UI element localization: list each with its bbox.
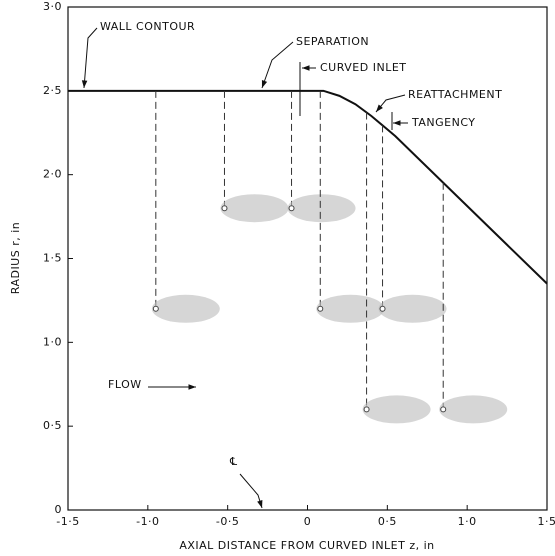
x-tick-label: 0·5 [378,515,397,528]
flow-pattern [316,294,385,323]
arrowhead [261,80,268,88]
y-tick-label: 0 [55,503,63,516]
flow-pattern [362,395,431,424]
arrowhead [393,120,401,126]
probe-point [152,305,159,312]
y-tick-label: 2·5 [43,84,62,97]
arrowhead [376,104,383,112]
flow-pattern [151,294,220,323]
arrowhead [81,80,88,88]
annotation: CURVED INLET [320,61,407,74]
annotation: WALL CONTOUR [100,20,195,33]
x-tick-label: -0·5 [216,515,239,528]
x-tick-label: -1·5 [56,515,79,528]
y-tick-label: 2·0 [43,168,62,181]
flow-pattern [378,294,447,323]
flow-pattern [287,194,356,223]
annotation: REATTACHMENT [408,88,502,101]
annotation: ℄ [229,455,238,468]
arrowhead [257,500,263,508]
wall-contour [68,89,548,285]
x-tick-label: 1·5 [538,515,555,528]
y-tick-label: 0·5 [43,419,62,432]
probe-point [288,205,295,212]
leader-line [83,27,98,89]
x-tick-label: 1·0 [458,515,477,528]
probe-point [440,406,447,413]
leader-line [261,41,294,89]
probe-point [221,205,228,212]
annotation: SEPARATION [296,35,369,48]
annotation: FLOW [108,378,142,391]
probe-point [317,305,324,312]
x-tick-label: -1·0 [136,515,159,528]
arrowhead [188,384,196,390]
probe-point [379,305,386,312]
flow-pattern [439,395,508,424]
plot-frame [67,6,548,511]
probe-point [363,406,370,413]
y-tick-label: 1·5 [43,252,62,265]
y-axis-label: RADIUS r, in [9,222,22,295]
x-axis-label: AXIAL DISTANCE FROM CURVED INLET z, in [179,539,434,552]
y-tick-label: 1·0 [43,335,62,348]
annotation: TANGENCY [411,116,476,129]
flow-pattern [220,194,289,223]
y-tick-label: 3·0 [43,0,62,13]
arrowhead [302,65,310,71]
x-tick-label: 0 [304,515,312,528]
